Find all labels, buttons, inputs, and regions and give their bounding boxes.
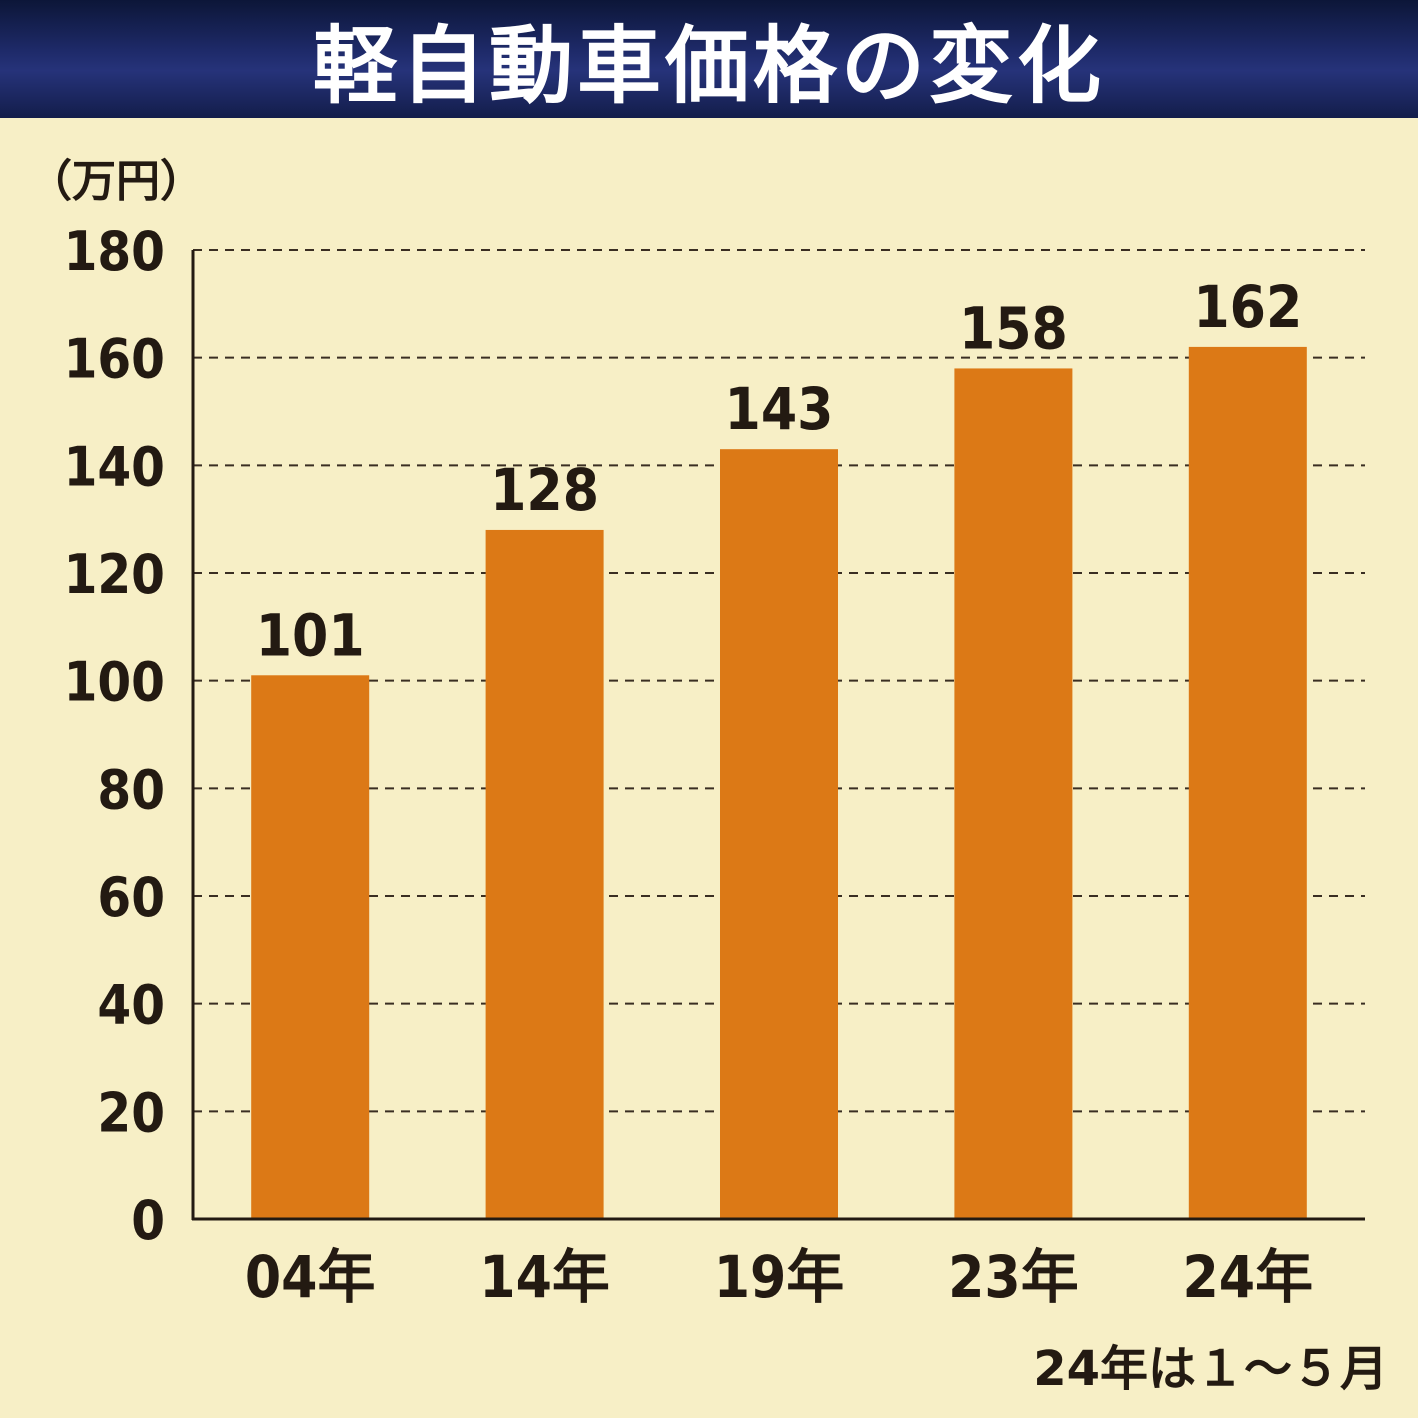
title-bar: 軽自動車価格の変化 [0,0,1418,118]
gridlines [193,249,1365,1113]
category-label: 14年 [479,1243,610,1311]
y-tick-label: 180 [64,220,165,283]
category-labels: 04年 14年 19年 23年 24年 [245,1243,1313,1311]
y-axis-unit-label: （万円） [28,156,204,207]
bar [485,529,604,1219]
y-tick-labels: 0 20 40 60 80 100 120 140 160 180 [64,220,165,1252]
category-label: 24年 [1182,1243,1313,1311]
bar [720,449,838,1219]
value-label: 143 [725,375,834,443]
bars [251,346,1307,1219]
y-tick-label: 40 [97,974,165,1037]
value-label: 128 [490,456,599,524]
y-tick-label: 80 [97,758,165,821]
axes [191,250,1365,1221]
bar [954,368,1073,1219]
value-labels: 101 128 143 158 162 [256,273,1303,669]
category-label: 04年 [245,1243,376,1311]
y-tick-label: 160 [64,328,165,391]
bar [251,675,370,1219]
y-tick-label: 60 [97,866,165,929]
value-label: 101 [256,601,365,669]
y-tick-label: 120 [64,543,165,606]
value-label: 158 [959,294,1068,362]
y-tick-label: 20 [97,1081,165,1144]
category-label: 19年 [714,1243,845,1311]
y-tick-label: 100 [64,651,165,714]
y-tick-label: 0 [131,1189,165,1252]
y-tick-label: 140 [64,435,165,498]
footnote: 24年は１～５月 [1033,1341,1388,1397]
value-label: 162 [1193,273,1302,341]
category-label: 23年 [948,1243,1079,1311]
chart-title: 軽自動車価格の変化 [312,16,1105,115]
bar [1188,346,1307,1219]
